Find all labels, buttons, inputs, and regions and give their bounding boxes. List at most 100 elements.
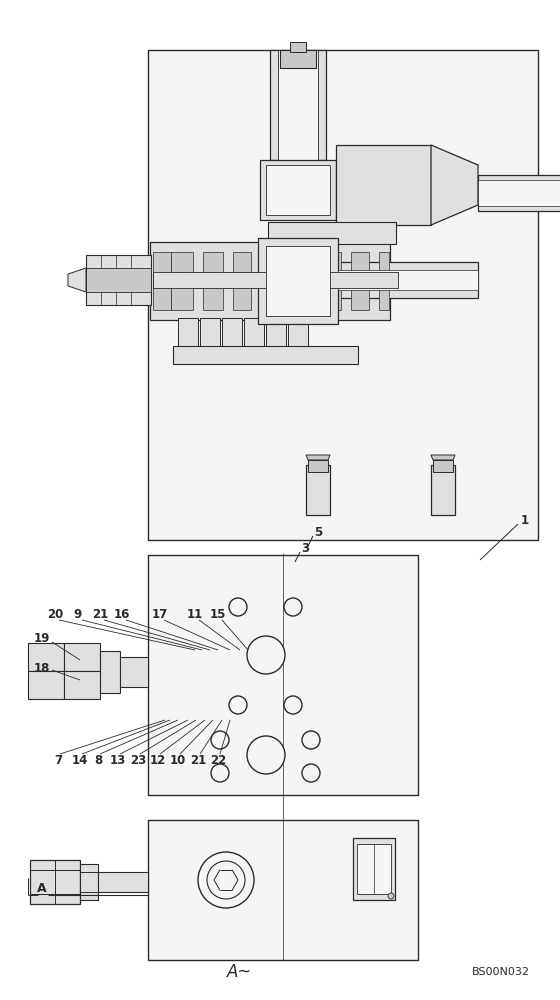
Bar — [200, 318, 220, 348]
Bar — [478, 180, 560, 206]
Bar — [319, 252, 341, 310]
Text: 5: 5 — [314, 526, 322, 538]
Bar — [258, 238, 338, 324]
Text: 12: 12 — [150, 754, 166, 766]
Bar — [64, 671, 100, 699]
Bar — [308, 460, 328, 472]
Circle shape — [211, 764, 229, 782]
Text: 7: 7 — [54, 754, 62, 766]
Text: BS00N032: BS00N032 — [472, 967, 530, 977]
Bar — [261, 252, 281, 310]
Bar — [266, 165, 330, 215]
Text: 15: 15 — [210, 608, 226, 621]
Text: 10: 10 — [170, 754, 186, 766]
Circle shape — [302, 731, 320, 749]
Text: 22: 22 — [210, 754, 226, 766]
Text: 14: 14 — [72, 754, 88, 766]
Bar — [379, 252, 389, 310]
Bar — [266, 318, 286, 348]
Circle shape — [229, 598, 247, 616]
Circle shape — [247, 736, 285, 774]
Bar — [244, 318, 264, 348]
Text: 11: 11 — [187, 608, 203, 621]
Text: 8: 8 — [94, 754, 102, 766]
Bar — [64, 643, 100, 671]
Bar — [280, 50, 316, 68]
Bar — [291, 252, 309, 310]
Polygon shape — [68, 268, 86, 292]
Circle shape — [284, 598, 302, 616]
Text: 23: 23 — [130, 754, 146, 766]
Bar — [266, 246, 330, 316]
Text: 19: 19 — [34, 632, 50, 645]
Bar — [222, 318, 242, 348]
Text: 1: 1 — [521, 514, 529, 526]
Circle shape — [206, 273, 220, 287]
Circle shape — [264, 273, 278, 287]
Polygon shape — [431, 145, 478, 225]
Text: A: A — [37, 882, 47, 894]
Bar — [148, 50, 538, 540]
Text: A~: A~ — [227, 963, 253, 981]
Bar — [336, 145, 431, 225]
Text: 16: 16 — [114, 608, 130, 621]
Bar — [86, 268, 151, 292]
Bar — [478, 175, 560, 211]
Bar — [288, 318, 308, 348]
Text: 13: 13 — [110, 754, 126, 766]
Bar — [153, 252, 171, 310]
Circle shape — [207, 861, 245, 899]
Circle shape — [323, 273, 337, 287]
Bar — [233, 252, 251, 310]
Bar — [28, 671, 64, 699]
Bar — [433, 460, 453, 472]
Bar — [260, 160, 336, 220]
Bar — [306, 465, 330, 515]
Bar — [290, 42, 306, 52]
Bar — [351, 252, 369, 310]
Bar — [148, 820, 418, 960]
Bar — [100, 651, 120, 693]
Circle shape — [229, 696, 247, 714]
Bar — [86, 255, 151, 305]
Circle shape — [284, 696, 302, 714]
Text: 20: 20 — [47, 608, 63, 621]
Text: 9: 9 — [74, 608, 82, 621]
Circle shape — [211, 731, 229, 749]
Circle shape — [388, 893, 394, 899]
Circle shape — [198, 852, 254, 908]
Circle shape — [353, 273, 367, 287]
Bar — [120, 657, 148, 687]
Bar — [178, 318, 198, 348]
Bar — [148, 555, 418, 795]
Bar — [278, 50, 318, 160]
Text: 17: 17 — [152, 608, 168, 621]
Text: 18: 18 — [34, 662, 50, 674]
Polygon shape — [306, 455, 330, 460]
Text: 21: 21 — [92, 608, 108, 621]
Polygon shape — [431, 455, 455, 460]
Bar — [270, 50, 326, 160]
Bar — [153, 272, 398, 288]
Bar — [357, 844, 391, 894]
Bar — [173, 346, 358, 364]
Bar — [353, 838, 395, 900]
Bar — [203, 252, 223, 310]
Circle shape — [171, 273, 185, 287]
Bar — [338, 262, 478, 298]
Bar — [98, 872, 148, 892]
Circle shape — [247, 636, 285, 674]
Circle shape — [236, 273, 250, 287]
Circle shape — [294, 273, 308, 287]
Text: 3: 3 — [301, 542, 309, 554]
Bar — [171, 252, 193, 310]
Bar — [80, 864, 98, 900]
Bar — [268, 222, 396, 244]
Bar — [431, 465, 455, 515]
Bar — [338, 270, 478, 290]
Text: 21: 21 — [190, 754, 206, 766]
Bar — [28, 643, 64, 671]
Circle shape — [302, 764, 320, 782]
Bar — [150, 242, 390, 320]
Bar — [30, 860, 80, 904]
